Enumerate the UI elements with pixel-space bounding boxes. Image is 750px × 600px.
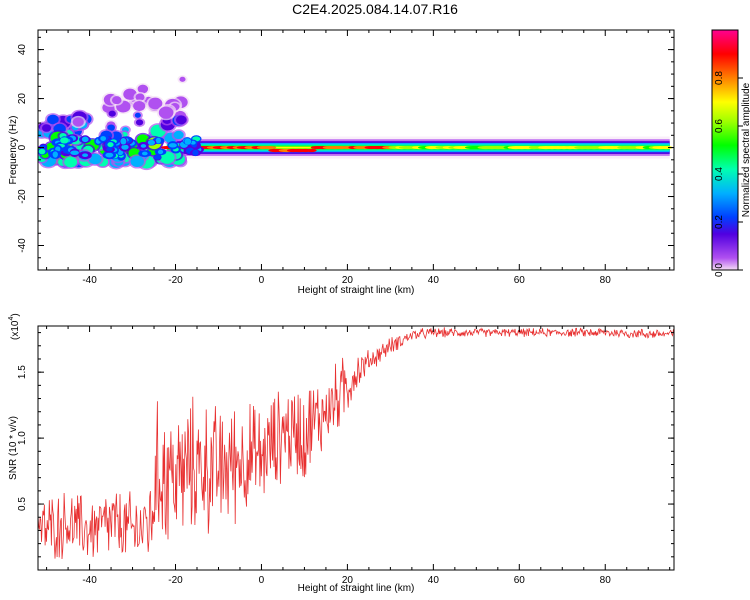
- spectral-core: [147, 139, 156, 146]
- snr-y-tick-label: 1.5: [17, 365, 28, 379]
- spectrogram-y-label: Frequency (Hz): [8, 116, 19, 185]
- spectrogram-ticks: -40 -20 0 20 40 60 80 -40 -20 0 20 40: [17, 30, 674, 286]
- spectral-blob: [123, 88, 137, 100]
- snr-y-tick-label: 1.0: [17, 431, 28, 445]
- snr-y-scale-prefix: (x10: [10, 320, 21, 340]
- spectrogram-x-tick-label: 0: [259, 275, 265, 286]
- spectral-blob: [137, 84, 149, 94]
- spectral-core: [121, 144, 129, 150]
- snr-x-tick-label: -40: [82, 575, 97, 586]
- spectral-blob: [72, 117, 84, 127]
- ridge-peak: [262, 145, 277, 150]
- spectral-core: [106, 147, 113, 152]
- spectral-core: [168, 143, 177, 148]
- spectral-blob: [88, 153, 102, 165]
- spectral-blob: [64, 156, 78, 168]
- spectral-blob: [111, 96, 122, 105]
- spectral-blob: [175, 115, 187, 125]
- spectral-core: [105, 152, 114, 158]
- spectral-blob: [107, 124, 115, 131]
- spectrogram-y-tick-label: -20: [17, 189, 28, 204]
- snr-y-scale: (x104): [8, 313, 21, 340]
- colorbar-tick-label: 0.4: [714, 167, 725, 181]
- snr-y-tick-label: 0.5: [17, 497, 28, 511]
- spectral-blob: [135, 119, 144, 126]
- spectrogram-y-tick-label: 40: [17, 44, 28, 56]
- colorbar-tick-label: 0.8: [714, 71, 725, 85]
- spectral-core: [153, 154, 162, 160]
- spectrogram-y-tick-label: 0: [17, 144, 28, 150]
- spectrogram-x-label: Height of straight line (km): [298, 285, 415, 296]
- snr-x-tick-label: 60: [514, 575, 526, 586]
- snr-y-label: SNR (10 * v/v): [8, 416, 19, 480]
- spectral-core: [120, 138, 127, 145]
- spectral-core: [60, 137, 69, 144]
- spectral-blob: [108, 110, 116, 117]
- snr-x-tick-label: 80: [600, 575, 612, 586]
- spectrogram-x-tick-label: 60: [514, 275, 526, 286]
- spectral-blob: [47, 114, 59, 125]
- spectral-blob: [133, 100, 146, 112]
- spectrogram-x-tick-label: 40: [428, 275, 440, 286]
- spectral-core: [157, 149, 164, 155]
- snr-y-scale-exponent: 4: [8, 317, 15, 321]
- spectral-core: [100, 136, 107, 142]
- spectrogram-x-tick-label: 20: [342, 275, 354, 286]
- spectral-core: [38, 148, 46, 155]
- spectral-blob: [148, 97, 163, 110]
- spectrogram-frame: [37, 29, 675, 271]
- spectral-core: [192, 149, 199, 156]
- spectral-core: [82, 153, 89, 158]
- spectral-core: [81, 136, 89, 143]
- snr-plot-area: [38, 326, 674, 570]
- ridge-peak: [659, 145, 673, 150]
- spectrogram-x-tick-label: -20: [168, 275, 183, 286]
- ridge-peak: [305, 148, 317, 153]
- spectral-blob: [134, 112, 141, 118]
- spectrogram-x-tick-label: -40: [82, 275, 97, 286]
- spectral-core: [140, 144, 147, 148]
- chart-title: C2E4.2025.084.14.07.R16: [292, 1, 458, 17]
- snr-x-tick-label: 20: [342, 575, 354, 586]
- colorbar-tick-label: 0.6: [714, 119, 725, 133]
- spectral-blob: [135, 93, 145, 101]
- spectral-core: [141, 151, 148, 156]
- colorbar-ticks: 0.0 0.2 0.4 0.6 0.8: [714, 71, 743, 277]
- spectral-core: [107, 142, 114, 148]
- spectrogram-heatmap: [38, 75, 673, 171]
- spectral-blob: [130, 155, 144, 168]
- snr-panel: -40 -20 0 20 40 60 80 0.5 1.0 1.5 Height of strai…: [8, 313, 675, 594]
- spectrogram-x-tick-label: 80: [600, 275, 612, 286]
- svg-text:(x104): (x104): [8, 313, 21, 340]
- spectrogram-panel: -40 -20 0 20 40 60 80 -40 -20 0 20 40 Height of str…: [8, 29, 675, 296]
- colorbar-gradient: [711, 29, 739, 271]
- spectral-blob: [179, 76, 186, 82]
- spectral-blob: [42, 124, 52, 132]
- snr-ticks: -40 -20 0 20 40 60 80 0.5 1.0 1.5: [17, 326, 674, 586]
- spectrogram-y-tick-label: 20: [17, 93, 28, 105]
- spectral-core: [70, 150, 79, 155]
- colorbar: 0.0 0.2 0.4 0.6 0.8 Normalized spectral ampl…: [711, 29, 750, 277]
- spectral-core: [155, 137, 161, 144]
- snr-series-line: [38, 327, 674, 560]
- spectral-core: [184, 138, 192, 145]
- spectral-core: [52, 151, 58, 158]
- colorbar-tick-label: 0.2: [714, 215, 725, 229]
- spectral-blob: [173, 130, 184, 140]
- snr-x-tick-label: 40: [428, 575, 440, 586]
- snr-x-tick-label: -20: [168, 575, 183, 586]
- snr-x-tick-label: 0: [259, 575, 265, 586]
- spectral-blob: [158, 106, 174, 119]
- snr-frame: [37, 325, 675, 571]
- colorbar-tick-label: 0.0: [714, 263, 725, 277]
- spectrogram-y-tick-label: -40: [17, 238, 28, 253]
- snr-x-label: Height of straight line (km): [298, 583, 415, 594]
- colorbar-label: Normalized spectral amplitude: [741, 82, 750, 217]
